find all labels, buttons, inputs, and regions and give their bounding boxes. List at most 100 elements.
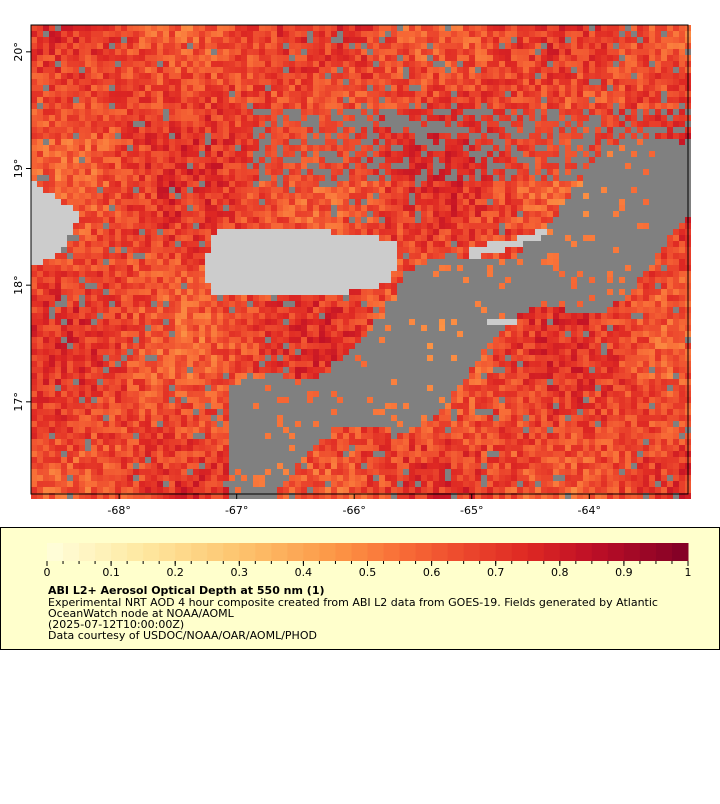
- raster-cell: [223, 217, 229, 223]
- raster-cell: [355, 67, 361, 73]
- raster-cell: [403, 313, 409, 319]
- raster-cell: [139, 157, 145, 163]
- raster-cell: [307, 61, 313, 67]
- raster-cell: [307, 421, 313, 427]
- raster-cell: [163, 331, 169, 337]
- raster-cell: [283, 469, 289, 475]
- raster-cell: [301, 319, 307, 325]
- raster-cell: [109, 331, 115, 337]
- raster-cell: [193, 451, 199, 457]
- raster-cell: [133, 289, 139, 295]
- raster-cell: [259, 367, 265, 373]
- raster-cell: [97, 241, 103, 247]
- raster-cell: [151, 307, 157, 313]
- raster-cell: [67, 397, 73, 403]
- raster-cell: [349, 211, 355, 217]
- raster-cell: [337, 139, 343, 145]
- raster-cell: [151, 385, 157, 391]
- raster-cell: [79, 409, 85, 415]
- raster-cell: [193, 289, 199, 295]
- raster-cell: [361, 181, 367, 187]
- raster-cell: [379, 85, 385, 91]
- raster-cell: [313, 457, 319, 463]
- raster-cell: [217, 61, 223, 67]
- raster-cell: [325, 199, 331, 205]
- raster-cell: [385, 385, 391, 391]
- raster-cell: [247, 73, 253, 79]
- raster-cell: [37, 211, 43, 217]
- raster-cell: [379, 241, 385, 247]
- raster-cell: [85, 301, 91, 307]
- raster-cell: [391, 481, 397, 487]
- raster-cell: [343, 181, 349, 187]
- raster-cell: [373, 403, 379, 409]
- raster-cell: [133, 211, 139, 217]
- raster-cell: [289, 271, 295, 277]
- raster-cell: [169, 55, 175, 61]
- raster-cell: [355, 43, 361, 49]
- raster-cell: [193, 415, 199, 421]
- raster-cell: [403, 385, 409, 391]
- raster-cell: [217, 253, 223, 259]
- raster-cell: [307, 433, 313, 439]
- raster-cell: [319, 85, 325, 91]
- raster-cell: [223, 79, 229, 85]
- raster-cell: [187, 457, 193, 463]
- raster-cell: [301, 367, 307, 373]
- raster-cell: [43, 49, 49, 55]
- raster-cell: [97, 67, 103, 73]
- raster-cell: [283, 265, 289, 271]
- raster-cell: [115, 205, 121, 211]
- raster-cell: [139, 379, 145, 385]
- raster-cell: [397, 91, 403, 97]
- raster-cell: [349, 283, 355, 289]
- raster-cell: [217, 223, 223, 229]
- raster-cell: [205, 409, 211, 415]
- raster-cell: [223, 229, 229, 235]
- raster-cell: [199, 493, 205, 499]
- raster-cell: [211, 325, 217, 331]
- raster-cell: [127, 241, 133, 247]
- raster-cell: [169, 145, 175, 151]
- raster-cell: [331, 127, 337, 133]
- raster-cell: [367, 319, 373, 325]
- raster-cell: [73, 403, 79, 409]
- raster-cell: [223, 421, 229, 427]
- raster-cell: [319, 187, 325, 193]
- raster-cell: [289, 85, 295, 91]
- raster-cell: [133, 223, 139, 229]
- raster-cell: [61, 337, 67, 343]
- raster-cell: [223, 43, 229, 49]
- raster-cell: [307, 247, 313, 253]
- raster-cell: [229, 103, 235, 109]
- raster-cell: [211, 409, 217, 415]
- raster-cell: [121, 25, 127, 31]
- raster-cell: [313, 55, 319, 61]
- raster-cell: [319, 469, 325, 475]
- raster-cell: [175, 331, 181, 337]
- raster-cell: [79, 433, 85, 439]
- raster-cell: [217, 283, 223, 289]
- raster-cell: [103, 445, 109, 451]
- raster-cell: [277, 181, 283, 187]
- raster-cell: [235, 385, 241, 391]
- raster-cell: [277, 247, 283, 253]
- raster-cell: [325, 409, 331, 415]
- raster-cell: [205, 313, 211, 319]
- raster-cell: [121, 97, 127, 103]
- raster-cell: [307, 367, 313, 373]
- raster-cell: [331, 355, 337, 361]
- raster-cell: [43, 367, 49, 373]
- raster-cell: [277, 337, 283, 343]
- raster-cell: [109, 313, 115, 319]
- raster-cell: [193, 157, 199, 163]
- raster-cell: [217, 493, 223, 499]
- raster-cell: [121, 475, 127, 481]
- raster-cell: [145, 421, 151, 427]
- raster-cell: [199, 241, 205, 247]
- raster-cell: [373, 343, 379, 349]
- raster-cell: [145, 433, 151, 439]
- raster-cell: [199, 325, 205, 331]
- raster-cell: [331, 397, 337, 403]
- raster-cell: [31, 97, 37, 103]
